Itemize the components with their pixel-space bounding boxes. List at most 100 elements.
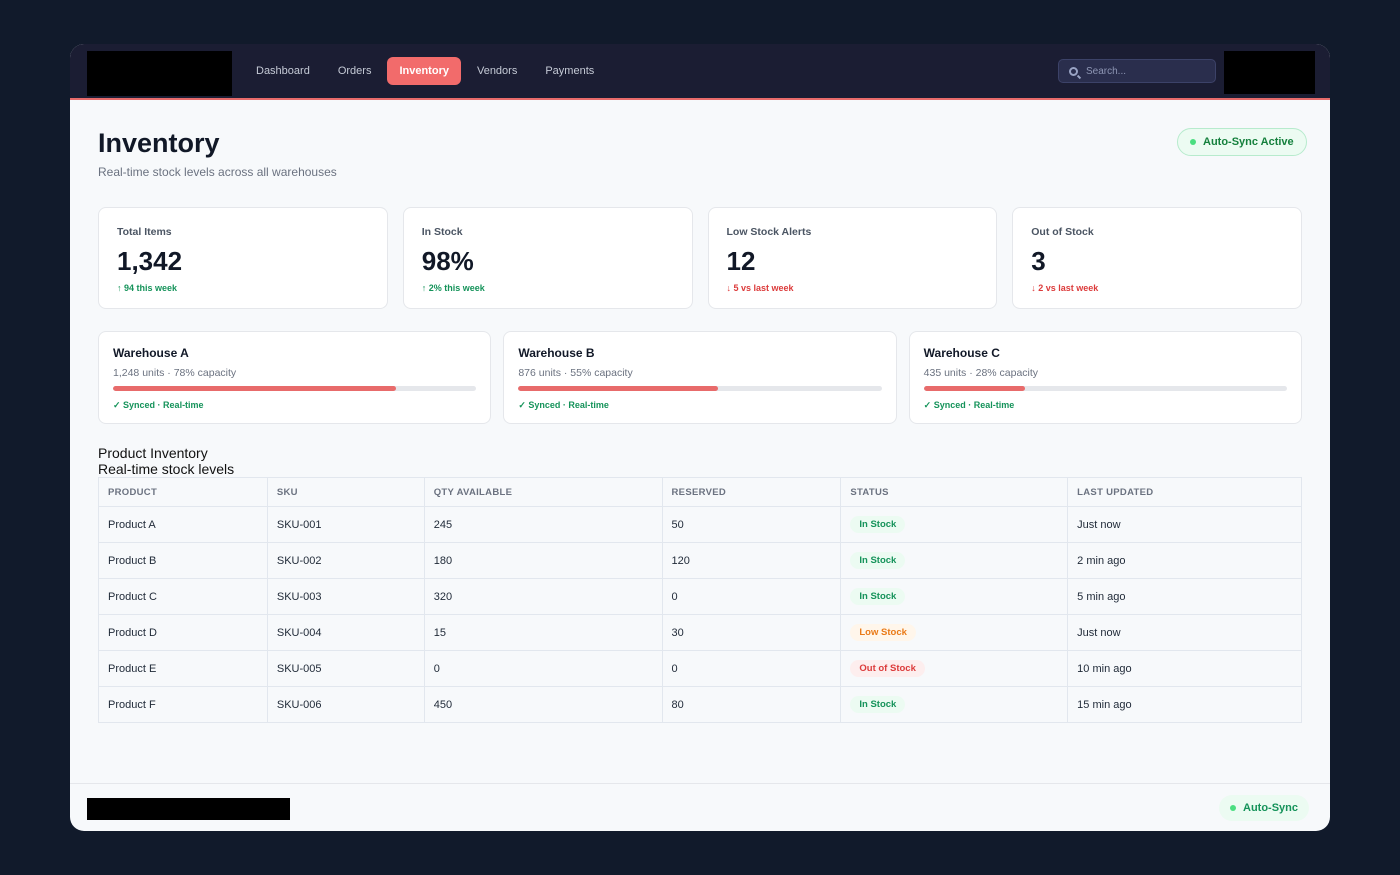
cell-updated: 15 min ago — [1067, 686, 1302, 723]
stat-value: 98% — [421, 246, 474, 276]
cell-product: Product A — [98, 506, 268, 543]
cell-reserved: 80 — [661, 686, 842, 723]
search-input[interactable] — [1086, 65, 1206, 77]
cell-status: Low Stock — [840, 614, 1069, 651]
stat-card-total-items: Total Items 1,342 ↑ 94 this week — [98, 207, 388, 309]
warehouse-row: Warehouse A 1,248 units · 78% capacity ✓… — [98, 331, 1302, 424]
cell-updated: 5 min ago — [1067, 578, 1302, 615]
nav-item-vendors[interactable]: Vendors — [476, 65, 518, 77]
auto-sync-status-badge: Auto-Sync Active — [1177, 128, 1307, 156]
table-row[interactable]: Product D SKU-004 15 30 Low Stock Just n… — [98, 614, 1302, 651]
column-header-qty-available[interactable]: QTY AVAILABLE — [423, 477, 663, 507]
column-header-last-updated[interactable]: LAST UPDATED — [1067, 477, 1302, 507]
column-header-sku[interactable]: SKU — [266, 477, 425, 507]
table-header-row: PRODUCT SKU QTY AVAILABLE RESERVED STATU… — [98, 477, 1302, 507]
search-icon — [1069, 66, 1078, 76]
capacity-bar-fill — [113, 386, 397, 391]
status-badge: In Stock — [850, 516, 906, 533]
warehouse-meta: 1,248 units · 78% capacity — [113, 367, 237, 379]
cell-status: In Stock — [840, 506, 1069, 543]
table-title: Product Inventory — [98, 445, 208, 461]
stat-trend: ↓ 5 vs last week — [726, 283, 794, 293]
cell-sku: SKU-003 — [266, 578, 425, 615]
capacity-bar-fill — [518, 386, 719, 391]
column-header-reserved[interactable]: RESERVED — [661, 477, 842, 507]
cell-reserved: 50 — [661, 506, 842, 543]
cell-qty: 0 — [423, 650, 663, 687]
stat-trend: ↑ 94 this week — [117, 283, 178, 293]
cell-reserved: 30 — [661, 614, 842, 651]
inventory-table: PRODUCT SKU QTY AVAILABLE RESERVED STATU… — [98, 477, 1302, 723]
nav-item-orders[interactable]: Orders — [337, 65, 372, 77]
stat-value: 3 — [1031, 246, 1046, 276]
cell-reserved: 0 — [661, 578, 842, 615]
cell-product: Product F — [98, 686, 268, 723]
search-box — [1058, 59, 1216, 83]
cell-updated: 10 min ago — [1067, 650, 1302, 687]
stat-trend: ↓ 2 vs last week — [1031, 283, 1099, 293]
column-header-status[interactable]: STATUS — [840, 477, 1069, 507]
nav-item-inventory[interactable]: Inventory — [387, 57, 461, 85]
table-subtitle: Real-time stock levels — [98, 461, 235, 477]
status-badge: Out of Stock — [850, 660, 925, 677]
logo — [87, 51, 232, 96]
main-nav: Dashboard Orders Inventory Vendors Payme… — [244, 57, 610, 85]
table-row[interactable]: Product A SKU-001 245 50 In Stock Just n… — [98, 506, 1302, 543]
footer-divider — [70, 783, 1330, 784]
cell-sku: SKU-001 — [266, 506, 425, 543]
table-row[interactable]: Product B SKU-002 180 120 In Stock 2 min… — [98, 542, 1302, 579]
capacity-bar — [113, 386, 477, 391]
table-row[interactable]: Product F SKU-006 450 80 In Stock 15 min… — [98, 686, 1302, 723]
cell-product: Product E — [98, 650, 268, 687]
footer-sync-badge: Auto-Sync — [1219, 795, 1309, 821]
cell-sku: SKU-005 — [266, 650, 425, 687]
warehouse-sync-status: ✓ Synced · Real-time — [518, 400, 609, 410]
cell-updated: Just now — [1067, 614, 1302, 651]
cell-reserved: 0 — [661, 650, 842, 687]
cell-product: Product C — [98, 578, 268, 615]
cell-updated: 2 min ago — [1067, 542, 1302, 579]
table-row[interactable]: Product C SKU-003 320 0 In Stock 5 min a… — [98, 578, 1302, 615]
stat-card-low-stock-alerts: Low Stock Alerts 12 ↓ 5 vs last week — [707, 207, 998, 309]
table-row[interactable]: Product E SKU-005 0 0 Out of Stock 10 mi… — [98, 650, 1302, 687]
warehouse-card-a: Warehouse A 1,248 units · 78% capacity ✓… — [98, 331, 492, 424]
stat-value: 12 — [726, 246, 756, 276]
cell-qty: 320 — [423, 578, 663, 615]
column-header-product[interactable]: PRODUCT — [98, 477, 268, 507]
cell-status: In Stock — [840, 578, 1069, 615]
stat-card-in-stock: In Stock 98% ↑ 2% this week — [402, 207, 693, 309]
page-subtitle: Real-time stock levels across all wareho… — [98, 165, 337, 179]
cell-sku: SKU-004 — [266, 614, 425, 651]
cell-reserved: 120 — [661, 542, 842, 579]
capacity-bar — [923, 386, 1287, 391]
warehouse-sync-status: ✓ Synced · Real-time — [923, 400, 1015, 410]
stat-label: Total Items — [117, 226, 172, 238]
status-dot-icon — [1190, 139, 1196, 145]
nav-item-dashboard[interactable]: Dashboard — [256, 65, 310, 77]
warehouse-name: Warehouse C — [923, 346, 1000, 360]
stats-row: Total Items 1,342 ↑ 94 this week In Stoc… — [98, 207, 1302, 309]
footer-info — [87, 798, 290, 820]
stat-value: 1,342 — [117, 246, 183, 276]
cell-status: Out of Stock — [840, 650, 1069, 687]
warehouse-meta: 876 units · 55% capacity — [518, 367, 633, 379]
user-profile[interactable] — [1224, 51, 1315, 94]
app-window: Dashboard Orders Inventory Vendors Payme… — [70, 44, 1330, 831]
warehouse-name: Warehouse A — [113, 346, 189, 360]
capacity-bar-fill — [923, 386, 1026, 391]
stat-trend: ↑ 2% this week — [421, 283, 485, 293]
warehouse-card-b: Warehouse B 876 units · 55% capacity ✓ S… — [503, 331, 897, 424]
status-badge: In Stock — [850, 552, 906, 569]
auto-sync-status-label: Auto-Sync Active — [1203, 136, 1294, 148]
cell-status: In Stock — [840, 542, 1069, 579]
status-badge: Low Stock — [850, 624, 916, 641]
cell-updated: Just now — [1067, 506, 1302, 543]
cell-product: Product B — [98, 542, 268, 579]
warehouse-card-c: Warehouse C 435 units · 28% capacity ✓ S… — [908, 331, 1302, 424]
top-navbar: Dashboard Orders Inventory Vendors Payme… — [70, 44, 1330, 100]
stat-label: Low Stock Alerts — [726, 226, 812, 238]
page-title: Inventory — [98, 128, 220, 158]
nav-item-payments[interactable]: Payments — [545, 65, 595, 77]
cell-product: Product D — [98, 614, 268, 651]
cell-status: In Stock — [840, 686, 1069, 723]
